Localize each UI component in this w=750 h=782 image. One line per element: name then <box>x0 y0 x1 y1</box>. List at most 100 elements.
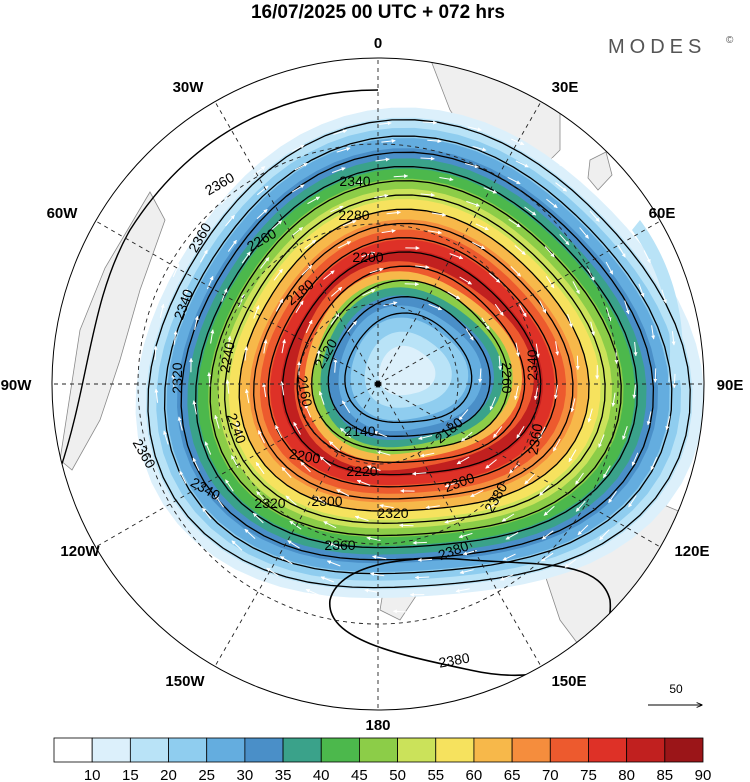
wind-vector <box>502 553 516 561</box>
wind-vector <box>241 251 251 264</box>
wind-vector <box>559 234 570 246</box>
wind-vector <box>492 426 503 438</box>
wind-vector <box>214 414 220 429</box>
wind-vector <box>475 223 489 231</box>
wind-vector <box>472 146 487 152</box>
contour-label: 2320 <box>169 362 185 393</box>
wind-vector <box>516 425 525 439</box>
wind-vector <box>255 461 265 475</box>
wind-vector <box>177 416 183 431</box>
wind-vector <box>539 300 547 314</box>
wind-vector <box>483 187 498 194</box>
wind-vector <box>342 220 357 227</box>
wind-vector <box>449 253 464 260</box>
wind-vector <box>291 227 303 237</box>
wind-vector <box>515 342 520 357</box>
wind-vector <box>204 441 212 455</box>
wind-vector <box>377 121 392 126</box>
wind-vector <box>328 542 343 549</box>
wind-vector <box>153 345 158 361</box>
contour-label: 2160 <box>294 374 315 408</box>
wind-vector <box>383 301 398 307</box>
wind-vector <box>244 528 256 539</box>
wind-vector <box>347 320 357 333</box>
wind-vector <box>307 196 321 205</box>
wind-vector <box>447 291 461 300</box>
wind-vector <box>538 426 546 440</box>
longitude-label: 60W <box>47 205 79 222</box>
wind-vector <box>650 457 658 471</box>
wind-vector <box>422 120 438 125</box>
longitude-label: 90E <box>717 377 744 394</box>
contour-label: 2340 <box>524 349 540 380</box>
wind-vector <box>665 416 671 431</box>
colorbar-swatch <box>206 737 246 763</box>
wind-vector <box>606 307 612 322</box>
colorbar-tick-label: 90 <box>695 767 712 782</box>
wind-vector <box>420 156 435 161</box>
wind-vector <box>587 408 593 423</box>
wind-vector <box>535 343 540 358</box>
wind-vector <box>171 373 176 389</box>
meridian <box>377 383 661 548</box>
wind-vector <box>575 355 580 371</box>
wind-vector <box>431 212 447 217</box>
wind-vector <box>214 495 225 508</box>
colorbar-tick-label: 10 <box>84 767 101 782</box>
wind-vector <box>524 473 535 485</box>
wind-vector <box>172 263 180 277</box>
wind-vector <box>341 400 351 414</box>
wind-vector <box>417 557 433 562</box>
wind-vector <box>501 513 515 522</box>
wind-vector <box>256 185 269 196</box>
wind-vector <box>291 144 305 152</box>
colorbar-swatch <box>129 737 169 763</box>
wind-vector <box>305 319 313 334</box>
wind-vector <box>227 335 232 350</box>
wind-vector <box>362 289 376 297</box>
wind-vector <box>294 162 308 171</box>
wind-vector <box>340 427 351 438</box>
wind-vector <box>225 379 230 394</box>
wind-vector <box>194 315 199 331</box>
wind-vector <box>192 457 200 471</box>
colorbar-tick-label: 35 <box>275 767 292 782</box>
wind-vector <box>328 441 340 452</box>
vector-reference-value: 50 <box>669 682 683 696</box>
wind-vector <box>266 567 279 577</box>
map-outline <box>51 57 705 711</box>
height-contour <box>238 208 590 512</box>
wind-vector <box>366 465 381 471</box>
wind-vector <box>425 505 440 510</box>
wind-vector <box>260 257 270 269</box>
wind-vector <box>546 198 558 209</box>
wind-vector <box>487 501 501 510</box>
wind-vector <box>319 456 331 467</box>
wind-vector <box>598 434 605 448</box>
wind-vector <box>253 305 260 319</box>
wind-vector <box>379 503 394 509</box>
wind-vector <box>375 157 390 162</box>
wind-vector <box>494 303 504 316</box>
wind-vector <box>482 599 497 605</box>
height-contour <box>163 135 673 575</box>
wind-vector <box>472 241 486 250</box>
wind-vector <box>295 300 304 314</box>
longitude-label: 150E <box>551 673 586 690</box>
colorbar-tick-label: 60 <box>466 767 483 782</box>
wind-vector <box>253 166 266 176</box>
wind-vector <box>622 426 628 440</box>
longitude-labels: 0 30E 60E 90E 120E 150E 180 150W 120W 90W 60W 30W <box>1 35 744 734</box>
colorbar-swatch <box>359 737 398 763</box>
map-title: 16/07/2025 00 UTC + 072 hrs <box>251 2 505 23</box>
wind-vector <box>438 608 453 613</box>
wind-vector <box>300 461 311 473</box>
wind-vector <box>370 572 385 577</box>
wind-vector <box>206 275 214 290</box>
wind-vector <box>605 261 614 275</box>
contour-label: 2240 <box>216 340 237 374</box>
wind-vector <box>225 479 234 492</box>
wind-band <box>378 345 436 396</box>
wind-vector <box>461 431 473 442</box>
wind-vector <box>235 422 242 436</box>
